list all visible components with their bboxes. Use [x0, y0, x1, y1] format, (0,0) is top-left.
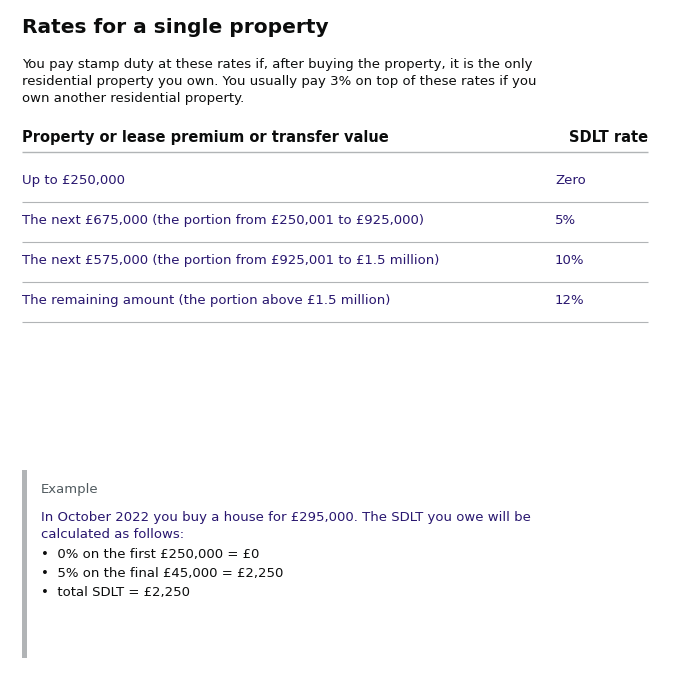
Text: The remaining amount (the portion above £1.5 million): The remaining amount (the portion above …: [22, 294, 390, 307]
Text: Rates for a single property: Rates for a single property: [22, 18, 329, 37]
Text: •  5% on the final £45,000 = £2,250: • 5% on the final £45,000 = £2,250: [41, 567, 283, 580]
Text: Property or lease premium or transfer value: Property or lease premium or transfer va…: [22, 130, 389, 145]
Text: 5%: 5%: [555, 214, 576, 227]
Text: In October 2022 you buy a house for £295,000. The SDLT you owe will be: In October 2022 you buy a house for £295…: [41, 511, 531, 524]
Text: The next £575,000 (the portion from £925,001 to £1.5 million): The next £575,000 (the portion from £925…: [22, 254, 439, 267]
Text: You pay stamp duty at these rates if, after buying the property, it is the only: You pay stamp duty at these rates if, af…: [22, 58, 532, 71]
Text: residential property you own. You usually pay 3% on top of these rates if you: residential property you own. You usuall…: [22, 75, 537, 88]
Text: Example: Example: [41, 483, 98, 496]
Text: 10%: 10%: [555, 254, 584, 267]
Text: •  0% on the first £250,000 = £0: • 0% on the first £250,000 = £0: [41, 548, 259, 561]
Bar: [22, 470, 27, 658]
Text: SDLT rate: SDLT rate: [569, 130, 648, 145]
Text: calculated as follows:: calculated as follows:: [41, 528, 184, 541]
Text: own another residential property.: own another residential property.: [22, 92, 244, 105]
Text: The next £675,000 (the portion from £250,001 to £925,000): The next £675,000 (the portion from £250…: [22, 214, 424, 227]
Text: Up to £250,000: Up to £250,000: [22, 174, 125, 187]
Text: •  total SDLT = £2,250: • total SDLT = £2,250: [41, 586, 190, 599]
Text: 12%: 12%: [555, 294, 584, 307]
Text: Zero: Zero: [555, 174, 586, 187]
